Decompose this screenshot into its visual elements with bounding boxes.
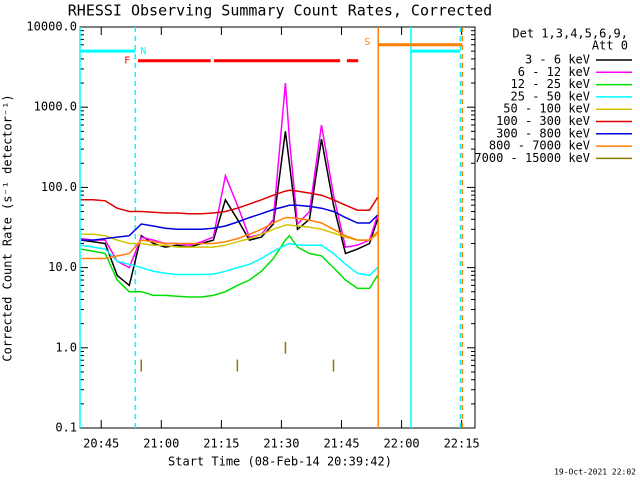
y-tick-label: 1000.0 xyxy=(34,100,77,114)
legend-label: 50 - 100 keV xyxy=(503,102,590,116)
x-tick-label: 20:45 xyxy=(83,437,119,451)
y-tick-label: 0.1 xyxy=(55,421,77,435)
x-tick-label: 21:15 xyxy=(203,437,239,451)
state-flag: F xyxy=(124,56,130,67)
series-line xyxy=(81,224,379,248)
x-tick-label: 22:15 xyxy=(444,437,480,451)
legend-label: 6 - 12 keV xyxy=(518,65,590,79)
y-tick-label: 100.0 xyxy=(41,180,77,194)
x-tick-label: 21:00 xyxy=(143,437,179,451)
series-line xyxy=(81,216,379,260)
legend-label: 100 - 300 keV xyxy=(496,114,590,128)
x-tick-label: 21:30 xyxy=(263,437,299,451)
legend-title: Att 0 xyxy=(592,39,628,53)
legend-label: 300 - 800 keV xyxy=(496,126,590,140)
x-axis-label: Start Time (08-Feb-14 20:39:42) xyxy=(168,455,392,469)
state-flag: N xyxy=(140,46,146,57)
legend-label: 3 - 6 keV xyxy=(525,53,590,67)
series-line xyxy=(81,189,379,215)
y-tick-label: 10.0 xyxy=(48,260,77,274)
legend-label: 7000 - 15000 keV xyxy=(474,151,590,165)
series-line xyxy=(81,234,379,298)
legend-title: Det 1,3,4,5,6,9, xyxy=(512,27,628,41)
legend-label: 25 - 50 keV xyxy=(511,89,590,103)
legend-label: 800 - 7000 keV xyxy=(489,139,590,153)
state-flag: S xyxy=(365,37,371,48)
legend-label: 12 - 25 keV xyxy=(511,77,590,91)
series-line xyxy=(81,83,379,269)
series-line xyxy=(81,204,379,241)
y-axis-label: Corrected Count Rate (s⁻¹ detector⁻¹) xyxy=(1,94,15,361)
chart-title: RHESSI Observing Summary Count Rates, Co… xyxy=(68,2,492,20)
y-tick-label: 10000.0 xyxy=(26,20,77,34)
series-line xyxy=(81,131,379,287)
footer: 19-Oct-2021 22:02 xyxy=(554,468,636,477)
x-tick-label: 22:00 xyxy=(384,437,420,451)
x-tick-label: 21:45 xyxy=(323,437,359,451)
y-tick-label: 1.0 xyxy=(55,340,77,354)
series-line xyxy=(81,242,379,277)
